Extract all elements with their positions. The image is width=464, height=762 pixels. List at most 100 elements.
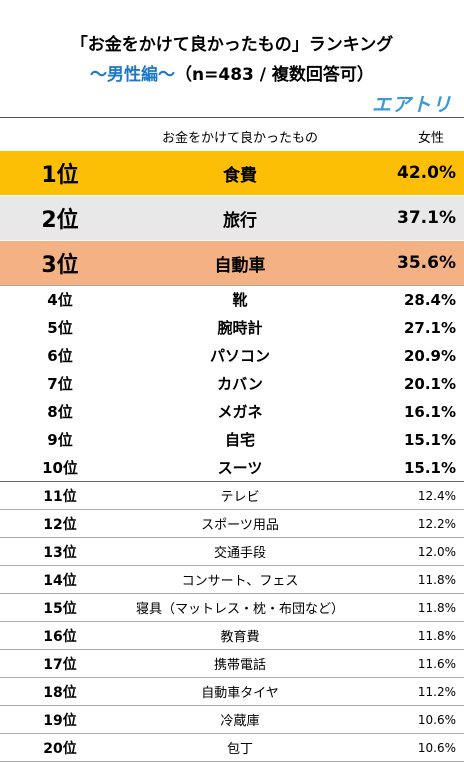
rank-label: 8位 xyxy=(47,403,73,421)
item-label: 靴 xyxy=(232,291,248,309)
table-row: 6位 パソコン 20.9% xyxy=(0,342,464,369)
row-divider xyxy=(0,733,464,734)
rank-label: 12位 xyxy=(43,516,77,533)
rank-label: 9位 xyxy=(47,431,73,449)
value-label: 28.4% xyxy=(403,290,456,309)
value-label: 20.1% xyxy=(403,374,456,393)
column-header-item: お金をかけて良かったもの xyxy=(161,131,318,146)
value-label: 12.0% xyxy=(417,544,456,559)
airtrip-logo: エアトリ xyxy=(371,94,452,116)
table-row: 4位 靴 28.4% xyxy=(0,286,464,313)
row-divider xyxy=(0,509,464,510)
rank-label: 20位 xyxy=(43,740,77,757)
item-label: 教育費 xyxy=(220,630,260,645)
item-label: 腕時計 xyxy=(217,319,263,337)
column-header-value: 女性 xyxy=(417,131,444,146)
subtitle-accent: 〜男性編〜 xyxy=(90,65,176,85)
table-row: 15位 寝具（マットレス・枕・布団など） 11.8% xyxy=(0,594,464,621)
rank-label: 10位 xyxy=(42,459,78,477)
item-label: スーツ xyxy=(217,459,263,477)
value-label: 10.6% xyxy=(417,712,456,727)
item-label: 自宅 xyxy=(224,431,255,449)
table-row: 5位 腕時計 27.1% xyxy=(0,314,464,341)
table-row: 8位 メガネ 16.1% xyxy=(0,398,464,425)
rank-label: 4位 xyxy=(47,291,73,309)
subtitle-sample: （n=483 / 複数回答可） xyxy=(175,65,374,85)
value-label: 12.4% xyxy=(417,488,456,503)
value-label: 35.6% xyxy=(397,253,456,273)
table-row: 12位 スポーツ用品 12.2% xyxy=(0,510,464,537)
rank-label: 6位 xyxy=(47,347,73,365)
value-label: 11.6% xyxy=(417,656,456,671)
item-label: 自動車タイヤ xyxy=(201,686,279,701)
row-divider xyxy=(0,593,464,594)
rank-label: 15位 xyxy=(43,600,77,617)
table-row: 7位 カバン 20.1% xyxy=(0,370,464,397)
item-label: 旅行 xyxy=(223,210,257,231)
rank-label: 16位 xyxy=(43,628,77,645)
value-label: 20.9% xyxy=(403,346,456,365)
item-label: 交通手段 xyxy=(213,546,266,561)
table-row: 9位 自宅 15.1% xyxy=(0,426,464,453)
table-row: 1位 食費 42.0% xyxy=(0,151,464,195)
row-divider xyxy=(0,621,464,622)
value-label: 16.1% xyxy=(403,402,456,421)
rank-label: 1位 xyxy=(41,163,79,188)
table-row: 20位 包丁 10.6% xyxy=(0,734,464,761)
value-label: 27.1% xyxy=(403,318,456,337)
row-divider xyxy=(0,649,464,650)
row-divider xyxy=(0,705,464,706)
value-label: 11.8% xyxy=(417,600,456,615)
item-label: スポーツ用品 xyxy=(201,518,279,533)
value-label: 37.1% xyxy=(397,208,456,228)
row-divider xyxy=(0,677,464,678)
table-row: 19位 冷蔵庫 10.6% xyxy=(0,706,464,733)
rank-label: 2位 xyxy=(41,208,79,233)
table-row: 17位 携帯電話 11.6% xyxy=(0,650,464,677)
item-label: 包丁 xyxy=(226,742,253,757)
ranking-figure: 「お金をかけて良かったもの」ランキング 〜男性編〜（n=483 / 複数回答可）… xyxy=(0,35,464,762)
item-label: 食費 xyxy=(223,165,257,186)
item-label: 自動車 xyxy=(214,255,266,276)
item-label: テレビ xyxy=(220,490,260,505)
value-label: 12.2% xyxy=(417,516,456,531)
table-row: 11位 テレビ 12.4% xyxy=(0,482,464,509)
rank-label: 17位 xyxy=(43,656,77,673)
rank-label: 13位 xyxy=(43,544,77,561)
item-label: メガネ xyxy=(217,403,263,421)
rank-label: 14位 xyxy=(43,572,77,589)
header-rule xyxy=(0,117,464,118)
row-divider xyxy=(0,285,464,286)
row-divider xyxy=(0,481,464,482)
value-label: 11.2% xyxy=(417,684,456,699)
rank-label: 7位 xyxy=(47,375,73,393)
item-label: パソコン xyxy=(209,347,270,365)
chart-title: 「お金をかけて良かったもの」ランキング xyxy=(70,35,394,55)
item-label: 携帯電話 xyxy=(213,658,266,673)
rank-label: 11位 xyxy=(43,488,77,505)
rank-label: 3位 xyxy=(41,253,79,278)
item-label: 寝具（マットレス・枕・布団など） xyxy=(135,602,344,617)
table-row: 3位 自動車 35.6% xyxy=(0,241,464,285)
value-label: 42.0% xyxy=(397,163,456,183)
table-row: 16位 教育費 11.8% xyxy=(0,622,464,649)
chart-subtitle: 〜男性編〜（n=483 / 複数回答可） xyxy=(0,60,464,85)
item-label: カバン xyxy=(217,375,263,393)
rank-label: 18位 xyxy=(43,684,77,701)
table-row: 13位 交通手段 12.0% xyxy=(0,538,464,565)
row-divider xyxy=(0,537,464,538)
table-row: 10位 スーツ 15.1% xyxy=(0,454,464,481)
item-label: コンサート、フェス xyxy=(181,574,299,589)
table-row: 2位 旅行 37.1% xyxy=(0,196,464,240)
value-label: 10.6% xyxy=(417,740,456,755)
table-row: 14位 コンサート、フェス 11.8% xyxy=(0,566,464,593)
table-row: 18位 自動車タイヤ 11.2% xyxy=(0,678,464,705)
rank-label: 5位 xyxy=(47,319,73,337)
rank-label: 19位 xyxy=(43,712,77,729)
value-label: 11.8% xyxy=(417,628,456,643)
row-divider xyxy=(0,565,464,566)
item-label: 冷蔵庫 xyxy=(220,714,260,729)
value-label: 15.1% xyxy=(403,458,456,477)
value-label: 11.8% xyxy=(417,572,456,587)
value-label: 15.1% xyxy=(403,430,456,449)
